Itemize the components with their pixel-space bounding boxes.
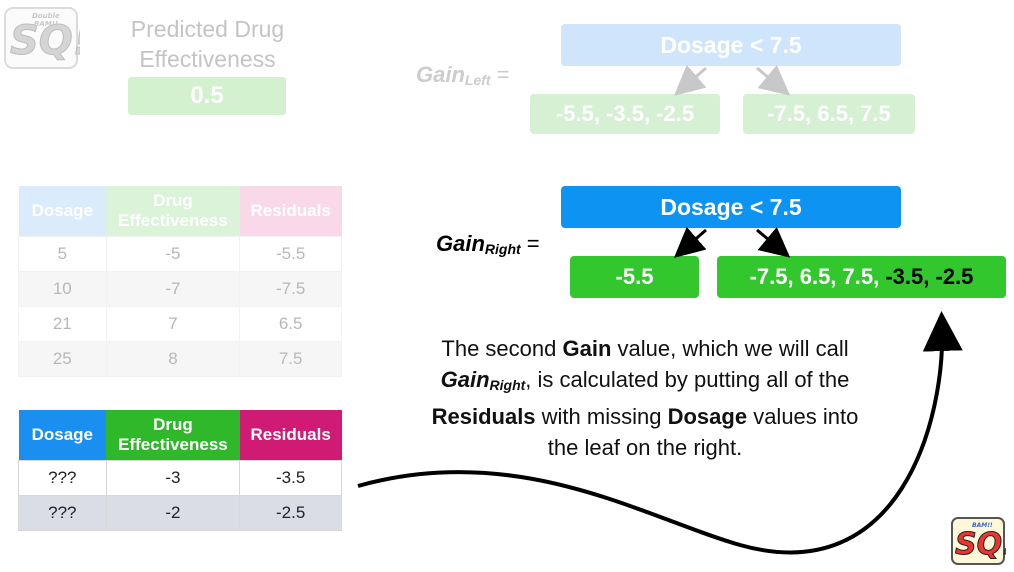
svg-text:SQ!: SQ! xyxy=(955,527,1006,562)
table-row: 25 8 7.5 xyxy=(18,341,342,377)
gain-right-arrow-right xyxy=(756,226,791,258)
explanation-text: The second Gain value, which we will cal… xyxy=(431,336,859,460)
gain-right-root-node: Dosage < 7.5 xyxy=(561,186,901,228)
gain-right-leaf-left: -5.5 xyxy=(570,256,699,298)
header-drug-effectiveness: Drug Effectiveness xyxy=(106,186,240,237)
gain-left-root-node: Dosage < 7.5 xyxy=(561,24,901,66)
header-drug-effectiveness: Drug Effectiveness xyxy=(106,410,240,461)
gain-left-arrow-right xyxy=(756,64,791,96)
table-row: 5 -5 -5.5 xyxy=(18,236,342,272)
curved-arrow xyxy=(357,311,963,555)
svg-text:SQ!: SQ! xyxy=(10,18,80,64)
missing-dosage-table: Dosage Drug Effectiveness Residuals ??? … xyxy=(18,410,342,531)
header-residuals: Residuals xyxy=(239,186,342,237)
svg-text:BAM!!: BAM!! xyxy=(972,522,993,529)
svg-text:Double: Double xyxy=(32,12,60,20)
leaf-right-missing-residuals: -3.5, -2.5 xyxy=(885,264,974,289)
header-residuals: Residuals xyxy=(239,410,342,461)
gain-left-label: GainLeft = xyxy=(416,62,510,88)
predicted-effectiveness-value: 0.5 xyxy=(128,77,286,115)
leaf-right-original-residuals: -7.5, 6.5, 7.5, xyxy=(749,264,880,289)
svg-text:BAM!!: BAM!! xyxy=(34,20,58,28)
statquest-logo: SQ! Double BAM!! xyxy=(2,2,92,72)
gain-left-leaf-left: -5.5, -3.5, -2.5 xyxy=(530,94,720,134)
gain-right-arrow-left xyxy=(673,226,707,258)
title-line-1: Predicted Drug xyxy=(130,16,285,42)
statquest-logo-small: SQ! BAM!! xyxy=(950,514,1014,566)
header-dosage: Dosage xyxy=(18,186,107,237)
gain-left-arrow-left xyxy=(673,64,707,96)
table-row: ??? -3 -3.5 xyxy=(18,460,342,496)
title-line-2: Effectiveness xyxy=(139,46,276,72)
header-dosage: Dosage xyxy=(18,410,107,461)
gain-right-leaf-right: -7.5, 6.5, 7.5, -3.5, -2.5 xyxy=(717,256,1006,298)
known-dosage-table: Dosage Drug Effectiveness Residuals 5 -5… xyxy=(18,186,342,377)
table-row: ??? -2 -2.5 xyxy=(18,495,342,531)
gain-right-label: GainRight = xyxy=(436,231,540,257)
table-row: 10 -7 -7.5 xyxy=(18,271,342,307)
table-row: 21 7 6.5 xyxy=(18,306,342,342)
predicted-effectiveness-title: Predicted Drug Effectiveness xyxy=(100,14,315,74)
gain-left-leaf-right: -7.5, 6.5, 7.5 xyxy=(743,94,915,134)
